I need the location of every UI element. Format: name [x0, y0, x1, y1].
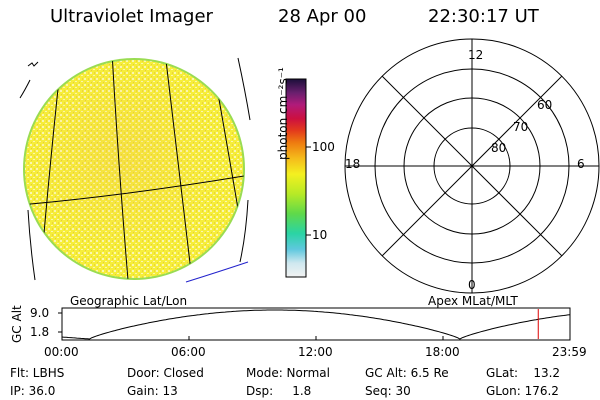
- colorbar-unit-label: photon cm⁻²s⁻¹: [276, 67, 290, 160]
- mlt-label-0: 0: [468, 278, 476, 292]
- info-gain: Gain: 13: [127, 384, 178, 398]
- earth-disk-image: [23, 58, 245, 280]
- altitude-ticks: [58, 312, 444, 340]
- time-tick-0600: 06:00: [171, 345, 206, 359]
- info-ip: IP: 36.0: [10, 384, 56, 398]
- time-tick-1800: 18:00: [425, 345, 460, 359]
- mlt-label-6: 6: [577, 157, 585, 171]
- time-tick-0000: 00:00: [44, 345, 79, 359]
- geographic-caption: Geographic Lat/Lon: [70, 294, 188, 308]
- alt-tick-9: 9.0: [30, 306, 50, 320]
- info-door: Door: Closed: [127, 366, 204, 380]
- geo-lines-outside: [19, 57, 251, 281]
- info-gc-alt: GC Alt: 6.5 Re: [365, 366, 449, 380]
- colorbar-tick-10: 10: [312, 228, 328, 242]
- colorbar-tick-100: 100: [312, 140, 335, 154]
- instrument-title: Ultraviolet Imager: [50, 6, 213, 27]
- time-tick-1200: 12:00: [298, 345, 333, 359]
- info-flt: Flt: LBHS: [10, 366, 65, 380]
- polar-grid: [344, 38, 600, 294]
- info-dsp: Dsp: 1.8: [246, 384, 312, 398]
- date-label: 28 Apr 00: [278, 6, 367, 27]
- mlat-label-80: 80: [491, 141, 507, 155]
- altitude-curve: [61, 309, 571, 340]
- info-glon: GLon: 176.2: [486, 384, 559, 398]
- time-tick-2359: 23:59: [552, 345, 587, 359]
- gc-alt-axis-label: GC Alt: [10, 305, 24, 343]
- info-seq: Seq: 30: [365, 384, 411, 398]
- apex-caption: Apex MLat/MLT: [428, 294, 518, 308]
- alt-tick-1-8: 1.8: [30, 325, 50, 339]
- coastline-blue: [185, 261, 249, 283]
- coastline-fragment: [27, 61, 39, 67]
- time-label: 22:30:17 UT: [428, 6, 539, 27]
- mlat-label-60: 60: [537, 98, 553, 112]
- mlt-label-12: 12: [468, 48, 484, 62]
- colorbar: [285, 78, 307, 278]
- info-glat: GLat: 13.2: [486, 366, 561, 380]
- altitude-panel-frame: [61, 307, 571, 341]
- mlt-label-18: 18: [345, 157, 361, 171]
- info-mode: Mode: Normal: [246, 366, 330, 380]
- mlat-label-70: 70: [513, 120, 529, 134]
